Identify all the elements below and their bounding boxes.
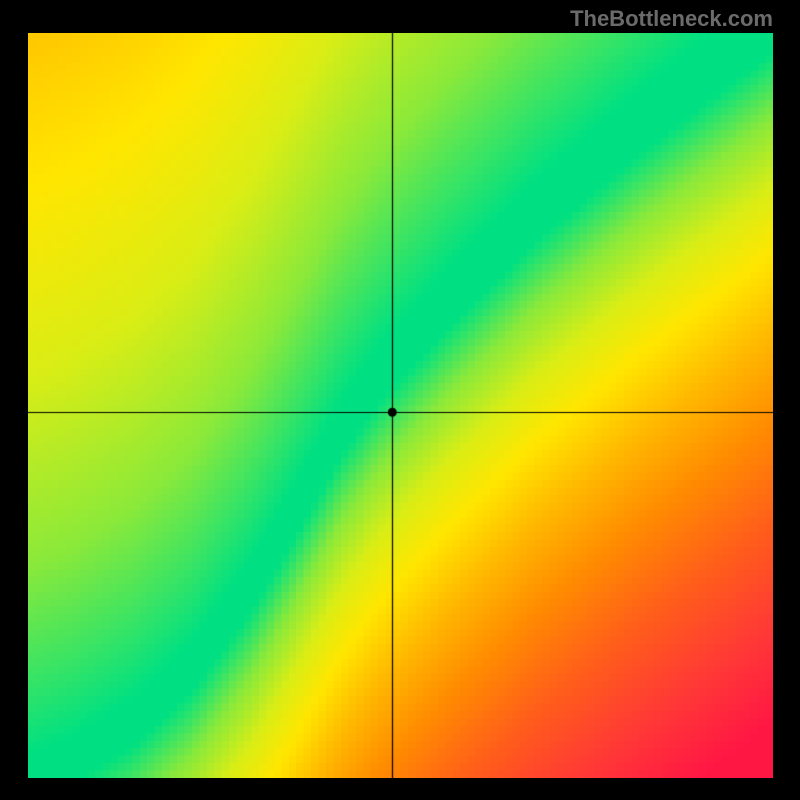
heatmap-canvas bbox=[28, 33, 773, 778]
chart-stage: TheBottleneck.com bbox=[0, 0, 800, 800]
watermark-text: TheBottleneck.com bbox=[570, 6, 773, 32]
